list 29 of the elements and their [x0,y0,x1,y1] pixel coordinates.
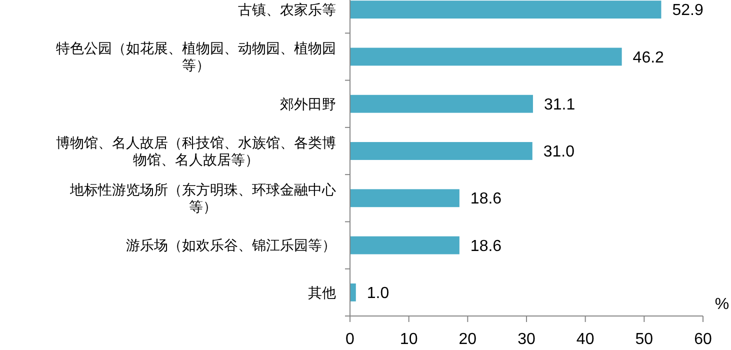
x-tick-label: 0 [346,331,355,348]
y-tick-label: 郊外田野 [280,96,336,112]
data-label: 46.2 [632,49,664,66]
bar [350,189,460,208]
data-label: 52.9 [672,2,704,20]
x-tick-label: 40 [576,331,594,348]
y-tick-label: 博物馆、名人故居（科技馆、水族馆、各类博物馆、名人故居等） [56,134,336,168]
data-label: 18.6 [470,238,502,255]
data-label: 31.0 [543,144,575,161]
x-tick-label: 20 [458,331,477,348]
x-tick-label: 60 [694,331,712,348]
y-tick-label: 地标性游览场所（东方明珠、环球金融中心等） [69,182,336,215]
bar [350,48,622,66]
y-tick-label: 其他 [308,284,336,300]
data-label: 1.0 [366,285,390,302]
x-axis-title: % [714,296,730,313]
x-tick-label: 30 [518,331,536,348]
bar [350,236,460,254]
data-label: 31.1 [544,96,576,114]
bar [350,142,532,160]
bar [350,0,662,19]
y-tick-label: 特色公园（如花展、植物园、动物园、植物园等） [56,40,336,74]
x-tick-label: 50 [635,331,654,348]
data-label: 18.6 [470,190,502,208]
y-tick-label: 古镇、农家乐等 [238,1,336,18]
bar [350,94,533,113]
bar [350,283,356,302]
y-tick-label: 游乐场（如欢乐谷、锦江乐园等） [126,237,336,254]
x-tick-label: 10 [400,331,418,348]
